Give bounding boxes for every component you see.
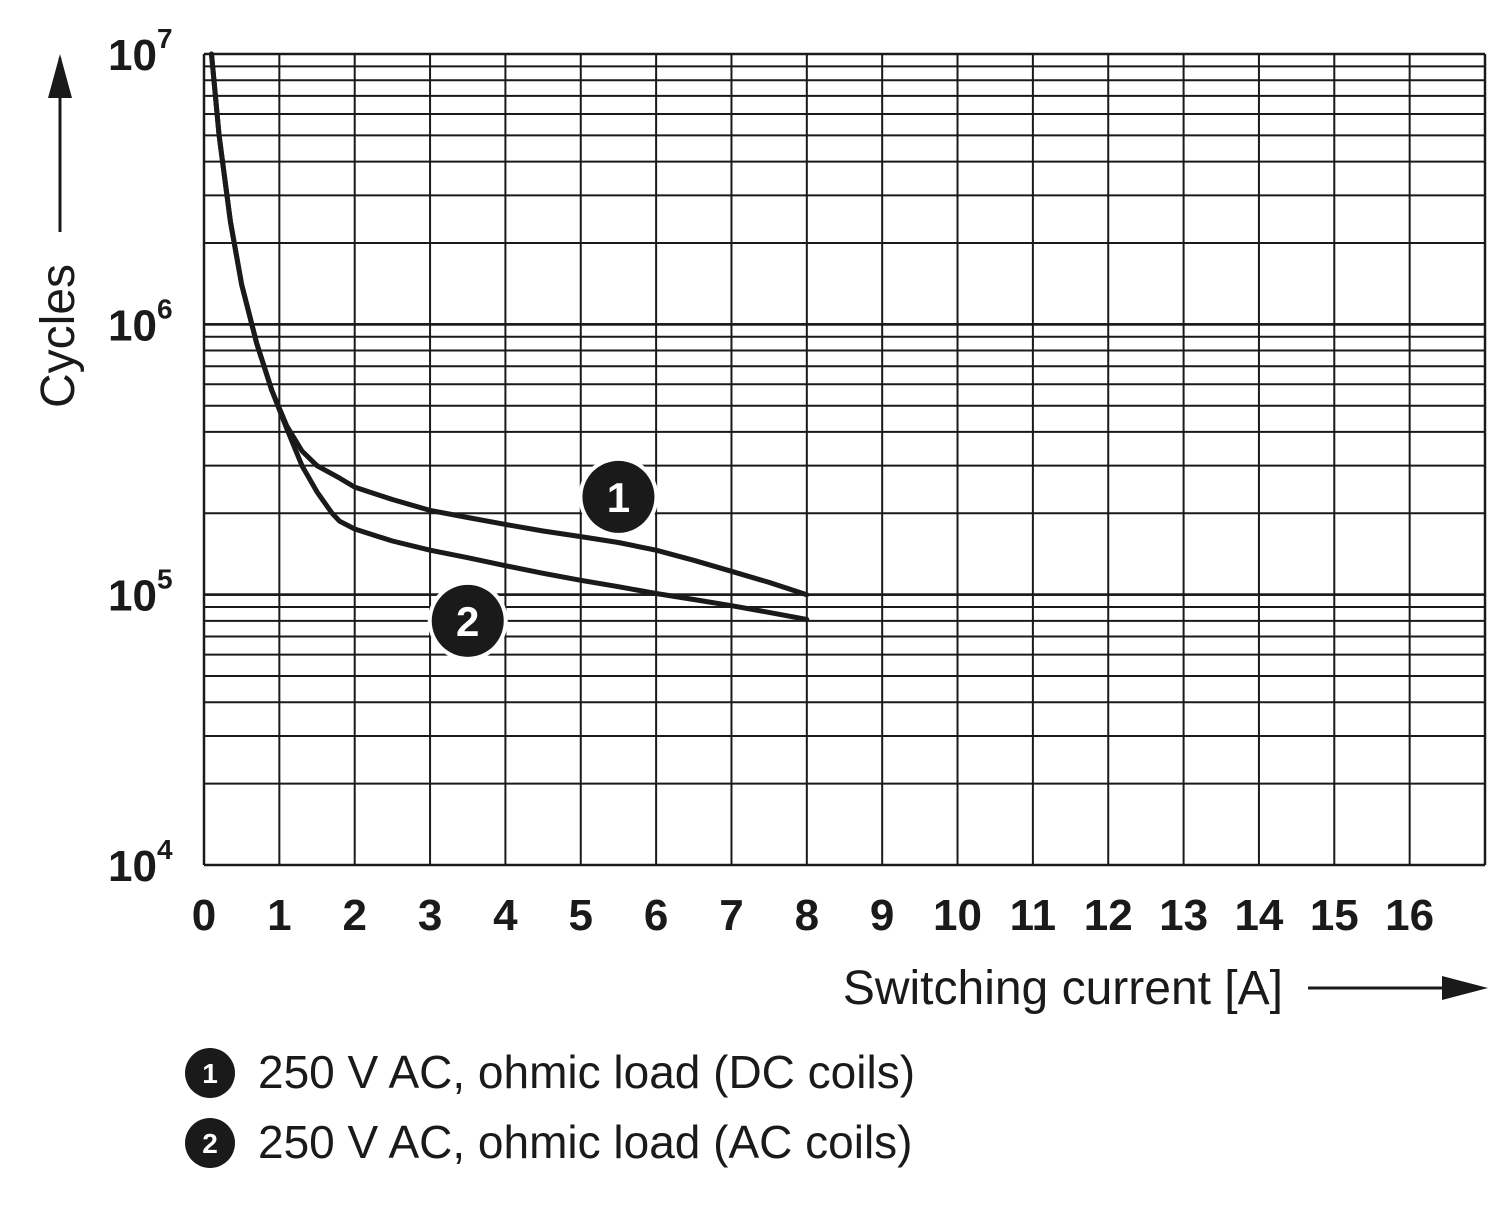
y-axis-label-group: Cycles: [32, 54, 85, 408]
x-tick-label: 14: [1234, 891, 1283, 940]
x-tick-label: 5: [569, 891, 593, 940]
legend-marker-2-icon: [185, 1118, 235, 1168]
series-line-2: [209, 51, 810, 622]
x-tick-label: 1: [267, 891, 291, 940]
x-tick-label: 8: [795, 891, 819, 940]
curve-marker-1-icon: [582, 460, 655, 533]
grid: [202, 52, 1487, 867]
series-lines: [209, 51, 810, 622]
x-tick-label: 11: [1010, 891, 1057, 940]
y-axis-arrow-head-icon: [48, 54, 72, 98]
x-tick-labels: 0 1 2 3 4 5 6 7 8 9 10 11 12 13 14 15 16: [192, 891, 1434, 940]
curve-marker-1-label: 1: [607, 474, 630, 521]
x-tick-label: 6: [644, 891, 668, 940]
x-axis-label: Switching current [A]: [843, 962, 1283, 1015]
legend-item-2: 2 250 V AC, ohmic load (AC coils): [185, 1116, 913, 1168]
x-tick-label: 9: [870, 891, 894, 940]
x-tick-label: 0: [192, 891, 216, 940]
legend: 1 250 V AC, ohmic load (DC coils) 2 250 …: [185, 1046, 915, 1168]
legend-text-2: 250 V AC, ohmic load (AC coils): [258, 1116, 913, 1168]
y-tick-label: 107: [108, 23, 173, 80]
x-tick-label: 12: [1084, 891, 1133, 940]
x-tick-label: 2: [342, 891, 366, 940]
x-tick-label: 4: [493, 891, 518, 940]
legend-marker-2-label: 2: [202, 1128, 218, 1159]
x-tick-label: 16: [1385, 891, 1434, 940]
x-axis-label-group: Switching current [A]: [843, 962, 1488, 1015]
x-axis-arrow-head-icon: [1442, 976, 1488, 1000]
y-tick-label: 105: [108, 564, 173, 621]
legend-text-1: 250 V AC, ohmic load (DC coils): [258, 1046, 915, 1098]
legend-marker-1-label: 1: [202, 1058, 218, 1089]
x-tick-label: 7: [719, 891, 743, 940]
x-tick-label: 13: [1159, 891, 1208, 940]
curve-marker-2-label: 2: [456, 598, 479, 645]
legend-item-1: 1 250 V AC, ohmic load (DC coils): [185, 1046, 915, 1098]
series-markers: 12: [427, 456, 659, 661]
legend-marker-1-icon: [185, 1048, 235, 1098]
x-tick-label: 15: [1310, 891, 1359, 940]
y-tick-label: 106: [108, 293, 173, 350]
y-tick-labels: 104 105 106 107: [108, 23, 173, 891]
x-tick-label: 10: [933, 891, 982, 940]
y-tick-label: 104: [108, 834, 173, 891]
y-axis-label: Cycles: [32, 264, 85, 408]
curve-marker-2-icon: [431, 584, 504, 657]
x-tick-label: 3: [418, 891, 442, 940]
